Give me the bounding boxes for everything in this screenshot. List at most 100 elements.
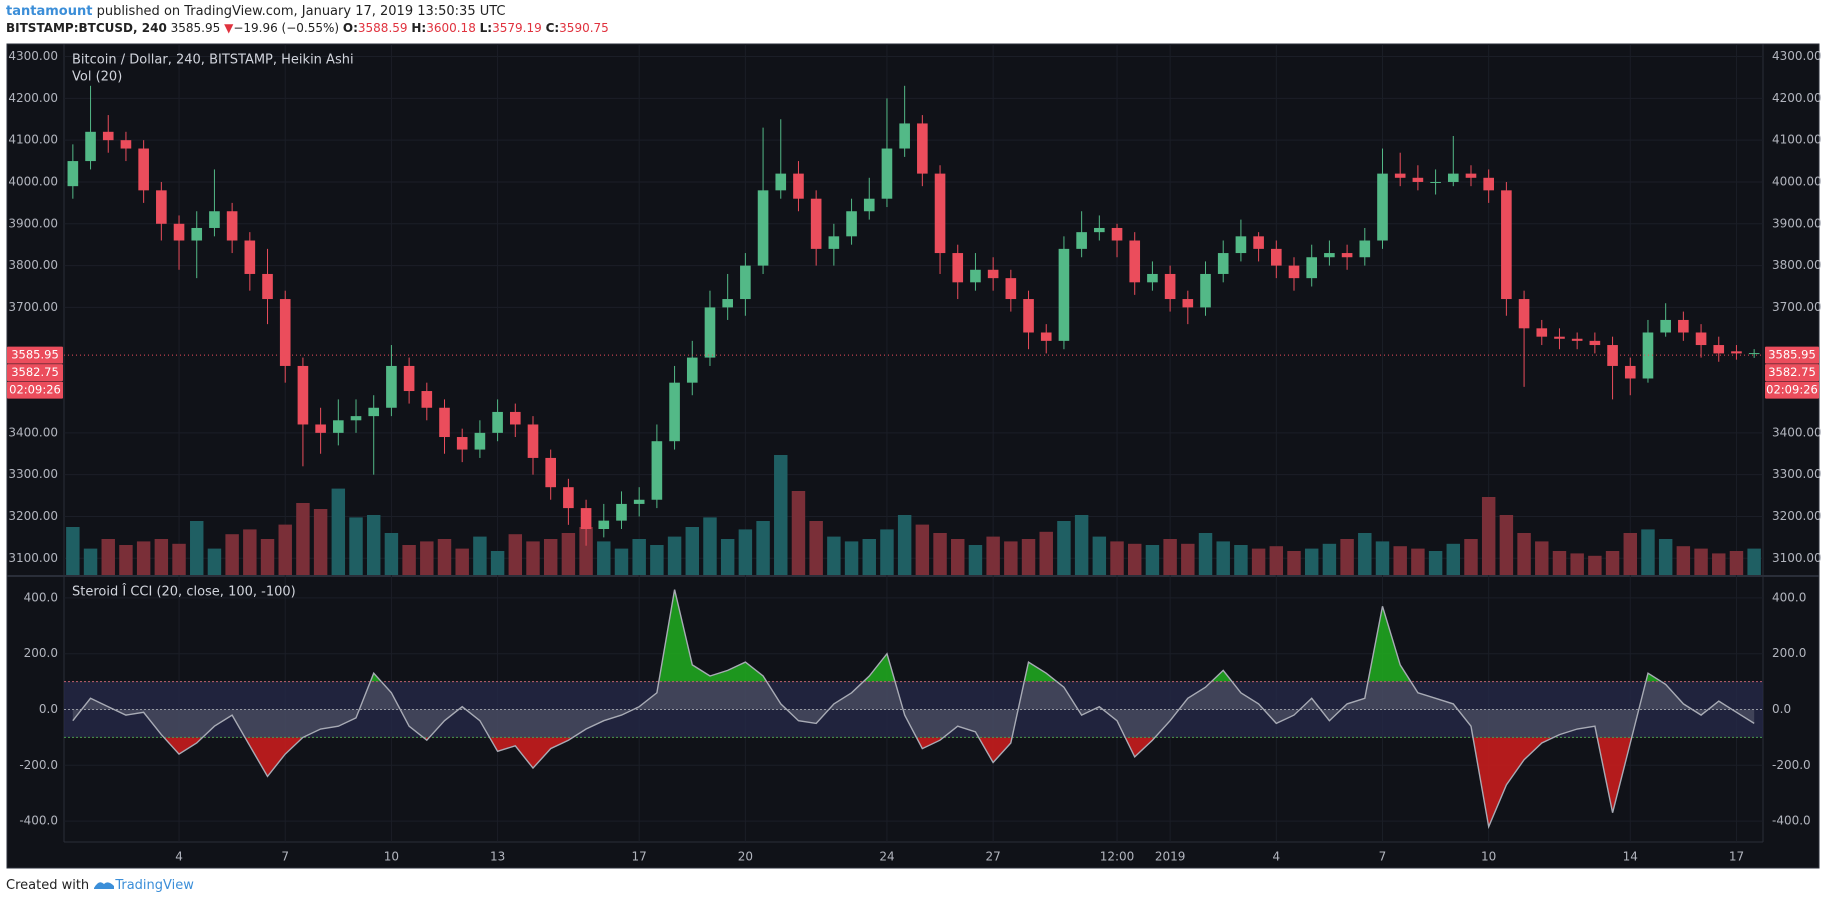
volume-bar bbox=[1393, 546, 1407, 575]
candle-body bbox=[1058, 248, 1070, 341]
x-tick-label: 7 bbox=[281, 850, 289, 864]
volume-bar bbox=[1375, 541, 1390, 575]
candle-body bbox=[156, 190, 167, 224]
price-label-box bbox=[7, 364, 63, 382]
symbol: BITSTAMP:BTCUSD, 240 bbox=[6, 21, 167, 35]
volume-bar bbox=[1446, 543, 1461, 575]
y-tick-label: 4100.00 bbox=[8, 133, 58, 147]
volume-bar bbox=[1712, 553, 1726, 575]
volume-bar bbox=[207, 548, 222, 575]
y-tick-label-right: 3900.00 bbox=[1772, 216, 1822, 230]
y-tick-label-right: 200.0 bbox=[1772, 646, 1806, 660]
logo bbox=[94, 882, 115, 889]
volume-bar bbox=[1588, 555, 1602, 575]
candle-body bbox=[863, 198, 875, 212]
candle-body bbox=[350, 416, 362, 421]
volume-bar bbox=[490, 551, 505, 575]
volume-bar bbox=[420, 541, 434, 575]
volume-bar bbox=[756, 521, 770, 575]
candle-body bbox=[740, 265, 751, 300]
x-tick-label: 20 bbox=[738, 850, 753, 864]
candle-body bbox=[492, 411, 503, 433]
candle-body bbox=[173, 223, 185, 241]
candle-body bbox=[828, 236, 840, 249]
high: 3600.18 bbox=[426, 21, 476, 35]
volume-bar bbox=[1234, 545, 1248, 575]
x-tick-label: 14 bbox=[1623, 850, 1638, 864]
candle-body bbox=[102, 131, 114, 141]
volume-bar bbox=[1198, 533, 1213, 575]
volume-bar bbox=[1145, 545, 1160, 575]
volume-bar bbox=[632, 539, 646, 575]
candle-body bbox=[1111, 227, 1123, 241]
volume-bar bbox=[543, 539, 558, 575]
candle-body bbox=[1589, 340, 1601, 346]
candle-body bbox=[456, 437, 468, 450]
candle-body bbox=[1270, 248, 1282, 266]
candle-body bbox=[580, 508, 592, 530]
volume-bar bbox=[508, 534, 523, 575]
candle-body bbox=[509, 411, 521, 425]
y-tick-label-right: 3100.00 bbox=[1772, 551, 1822, 565]
price-label: 3582.75 bbox=[11, 365, 59, 379]
volume-bar bbox=[579, 527, 593, 575]
volume-bar bbox=[243, 529, 257, 575]
candle-body bbox=[403, 365, 415, 392]
volume-bar bbox=[1535, 541, 1549, 575]
x-tick-label: 17 bbox=[632, 850, 647, 864]
volume-bar bbox=[968, 545, 983, 575]
candle-body bbox=[1394, 173, 1406, 178]
y-tick-label: 200.0 bbox=[24, 646, 58, 660]
volume-bar bbox=[561, 533, 576, 575]
candle-body bbox=[1217, 253, 1229, 274]
candle-body bbox=[1695, 332, 1707, 346]
last: 3585.95 bbox=[170, 21, 221, 35]
author[interactable]: tantamount bbox=[6, 4, 93, 19]
candle-body bbox=[474, 432, 486, 450]
marks bbox=[64, 85, 1763, 830]
price-title: Bitcoin / Dollar, 240, BITSTAMP, Heikin … bbox=[72, 53, 354, 68]
candle-body bbox=[333, 420, 344, 433]
cci-line bbox=[72, 589, 1755, 830]
footer-brand[interactable]: TradingView bbox=[115, 878, 194, 893]
y-tick-label-right: -200.0 bbox=[1772, 758, 1811, 772]
volume-bar bbox=[260, 539, 275, 575]
volume-bar bbox=[1057, 521, 1071, 575]
candle-body bbox=[191, 227, 203, 241]
l-label: L: bbox=[479, 21, 493, 35]
candle-body bbox=[598, 520, 610, 530]
price-label-box bbox=[1765, 346, 1819, 364]
volume-bar bbox=[738, 529, 753, 575]
candle-body bbox=[1731, 351, 1742, 354]
candle-body bbox=[1359, 240, 1371, 258]
candle-body bbox=[704, 307, 716, 358]
volume-bar bbox=[349, 517, 363, 575]
volume-bar bbox=[1694, 548, 1708, 575]
volume-bar bbox=[278, 524, 292, 575]
volume-bar bbox=[1464, 539, 1478, 575]
volume-bar bbox=[66, 527, 80, 575]
volume-bar bbox=[402, 545, 416, 575]
volume-bar bbox=[933, 533, 947, 575]
price-label-right: 3585.95 bbox=[1768, 348, 1816, 362]
candle-body bbox=[527, 424, 539, 458]
y-tick-label: 3200.00 bbox=[8, 509, 58, 523]
volume-bar bbox=[331, 488, 346, 575]
y-tick-label-right: 3200.00 bbox=[1772, 509, 1822, 523]
x-tick-label: 2019 bbox=[1155, 850, 1186, 864]
volume-bar bbox=[1552, 551, 1567, 575]
candle-body bbox=[899, 123, 910, 149]
volume-bar bbox=[1658, 539, 1673, 575]
candle-body bbox=[1040, 332, 1052, 341]
volume-bar bbox=[1411, 548, 1425, 575]
volume-bar bbox=[880, 529, 894, 575]
volume-bar bbox=[1428, 551, 1443, 575]
y-tick-label: 3900.00 bbox=[8, 216, 58, 230]
candle-body bbox=[244, 240, 256, 274]
volume-bar bbox=[650, 545, 664, 575]
volume-bar bbox=[951, 539, 965, 575]
y-tick-label-right: 4300.00 bbox=[1772, 49, 1822, 63]
volume-bar bbox=[136, 541, 151, 575]
